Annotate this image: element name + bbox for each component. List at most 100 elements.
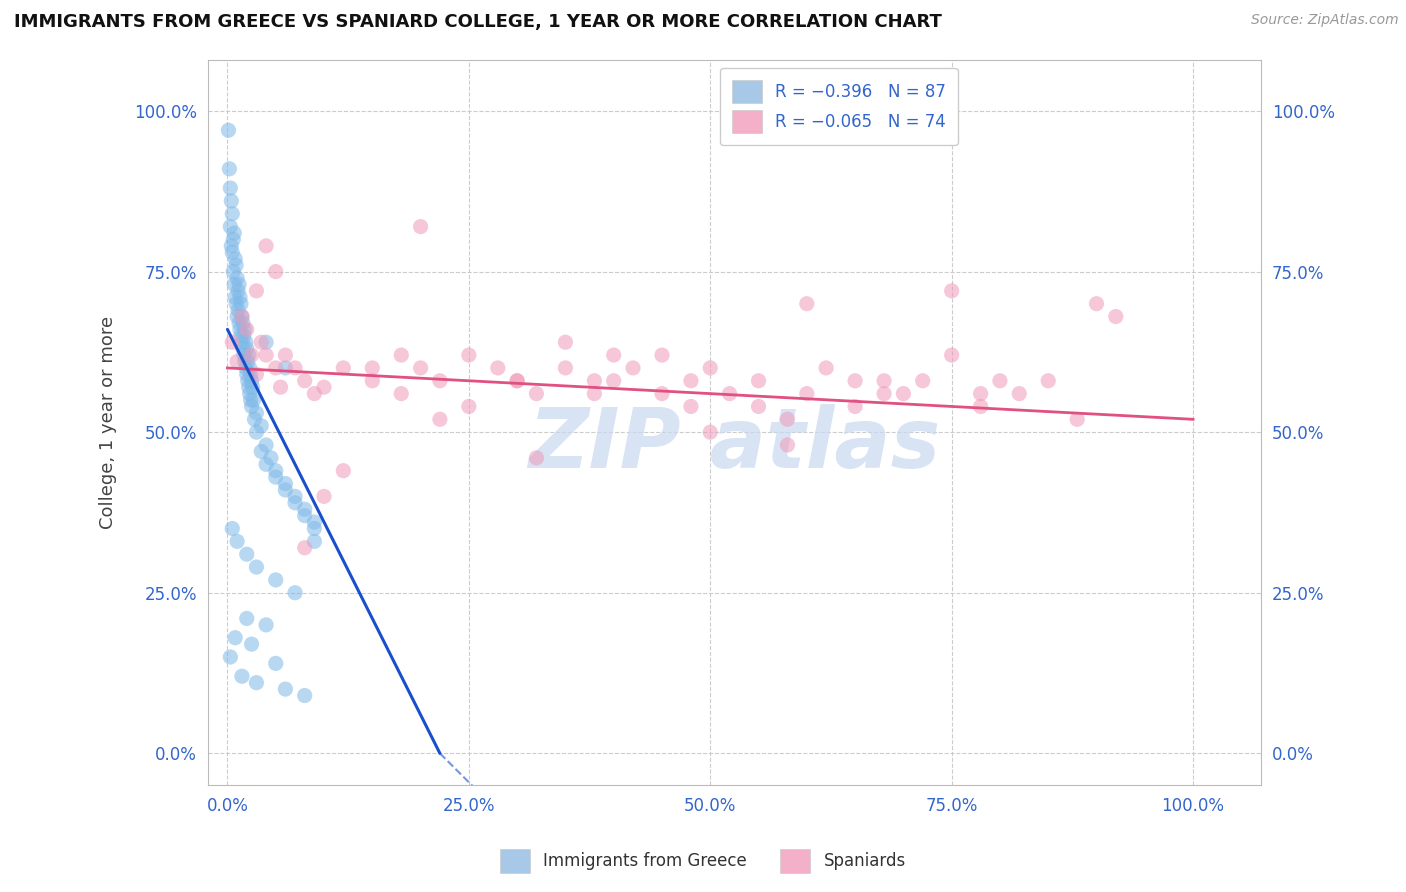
Point — [651, 386, 673, 401]
Point — [274, 476, 297, 491]
Point — [236, 547, 259, 561]
Point — [304, 522, 326, 536]
Point — [222, 264, 245, 278]
Point — [245, 675, 267, 690]
Point — [218, 161, 240, 176]
Point — [429, 374, 451, 388]
Point — [240, 400, 263, 414]
Point — [239, 368, 262, 382]
Point — [506, 374, 529, 388]
Point — [457, 400, 479, 414]
Point — [221, 335, 243, 350]
Point — [264, 264, 287, 278]
Point — [284, 586, 307, 600]
Point — [796, 386, 818, 401]
Point — [242, 380, 264, 394]
Point — [236, 611, 259, 625]
Point — [294, 541, 316, 555]
Point — [240, 374, 263, 388]
Point — [526, 450, 548, 465]
Point — [284, 360, 307, 375]
Point — [225, 296, 247, 310]
Point — [219, 650, 242, 665]
Point — [229, 328, 252, 343]
Point — [238, 348, 260, 362]
Point — [224, 290, 246, 304]
Point — [254, 348, 277, 362]
Point — [225, 258, 247, 272]
Point — [250, 444, 273, 458]
Point — [679, 400, 702, 414]
Point — [254, 618, 277, 632]
Point — [312, 380, 335, 394]
Point — [239, 392, 262, 407]
Point — [254, 335, 277, 350]
Point — [250, 418, 273, 433]
Point — [274, 682, 297, 697]
Point — [226, 534, 249, 549]
Point — [893, 386, 915, 401]
Point — [229, 290, 252, 304]
Point — [219, 181, 242, 195]
Point — [969, 386, 991, 401]
Point — [332, 360, 354, 375]
Point — [583, 374, 606, 388]
Point — [941, 284, 963, 298]
Point — [221, 207, 243, 221]
Point — [284, 496, 307, 510]
Text: IMMIGRANTS FROM GREECE VS SPANIARD COLLEGE, 1 YEAR OR MORE CORRELATION CHART: IMMIGRANTS FROM GREECE VS SPANIARD COLLE… — [14, 13, 942, 31]
Point — [224, 277, 246, 292]
Point — [506, 374, 529, 388]
Point — [679, 374, 702, 388]
Point — [873, 374, 896, 388]
Point — [221, 239, 243, 253]
Point — [242, 392, 264, 407]
Point — [236, 368, 259, 382]
Point — [457, 348, 479, 362]
Point — [747, 374, 769, 388]
Point — [231, 310, 253, 324]
Point — [245, 560, 267, 574]
Point — [274, 360, 297, 375]
Point — [228, 316, 250, 330]
Point — [236, 322, 259, 336]
Point — [873, 386, 896, 401]
Y-axis label: College, 1 year or more: College, 1 year or more — [100, 316, 117, 529]
Point — [226, 310, 249, 324]
Point — [409, 360, 432, 375]
Point — [233, 322, 256, 336]
Point — [294, 508, 316, 523]
Point — [228, 277, 250, 292]
Point — [238, 380, 260, 394]
Point — [229, 296, 252, 310]
Text: ZIP atlas: ZIP atlas — [529, 404, 941, 484]
Point — [264, 360, 287, 375]
Point — [222, 232, 245, 246]
Point — [796, 296, 818, 310]
Point — [226, 303, 249, 318]
Point — [264, 573, 287, 587]
Point — [304, 515, 326, 529]
Point — [264, 470, 287, 484]
Point — [232, 342, 254, 356]
Point — [260, 450, 283, 465]
Point — [236, 354, 259, 368]
Point — [554, 360, 576, 375]
Point — [332, 464, 354, 478]
Point — [699, 360, 721, 375]
Point — [236, 374, 259, 388]
Point — [240, 637, 263, 651]
Point — [231, 669, 253, 683]
Point — [844, 374, 866, 388]
Point — [226, 284, 249, 298]
Point — [304, 534, 326, 549]
Point — [602, 374, 624, 388]
Point — [254, 438, 277, 452]
Point — [232, 316, 254, 330]
Point — [245, 368, 267, 382]
Point — [429, 412, 451, 426]
Point — [1066, 412, 1088, 426]
Point — [486, 360, 509, 375]
Legend: R = −0.396   N = 87, R = −0.065   N = 74: R = −0.396 N = 87, R = −0.065 N = 74 — [720, 68, 957, 145]
Point — [254, 239, 277, 253]
